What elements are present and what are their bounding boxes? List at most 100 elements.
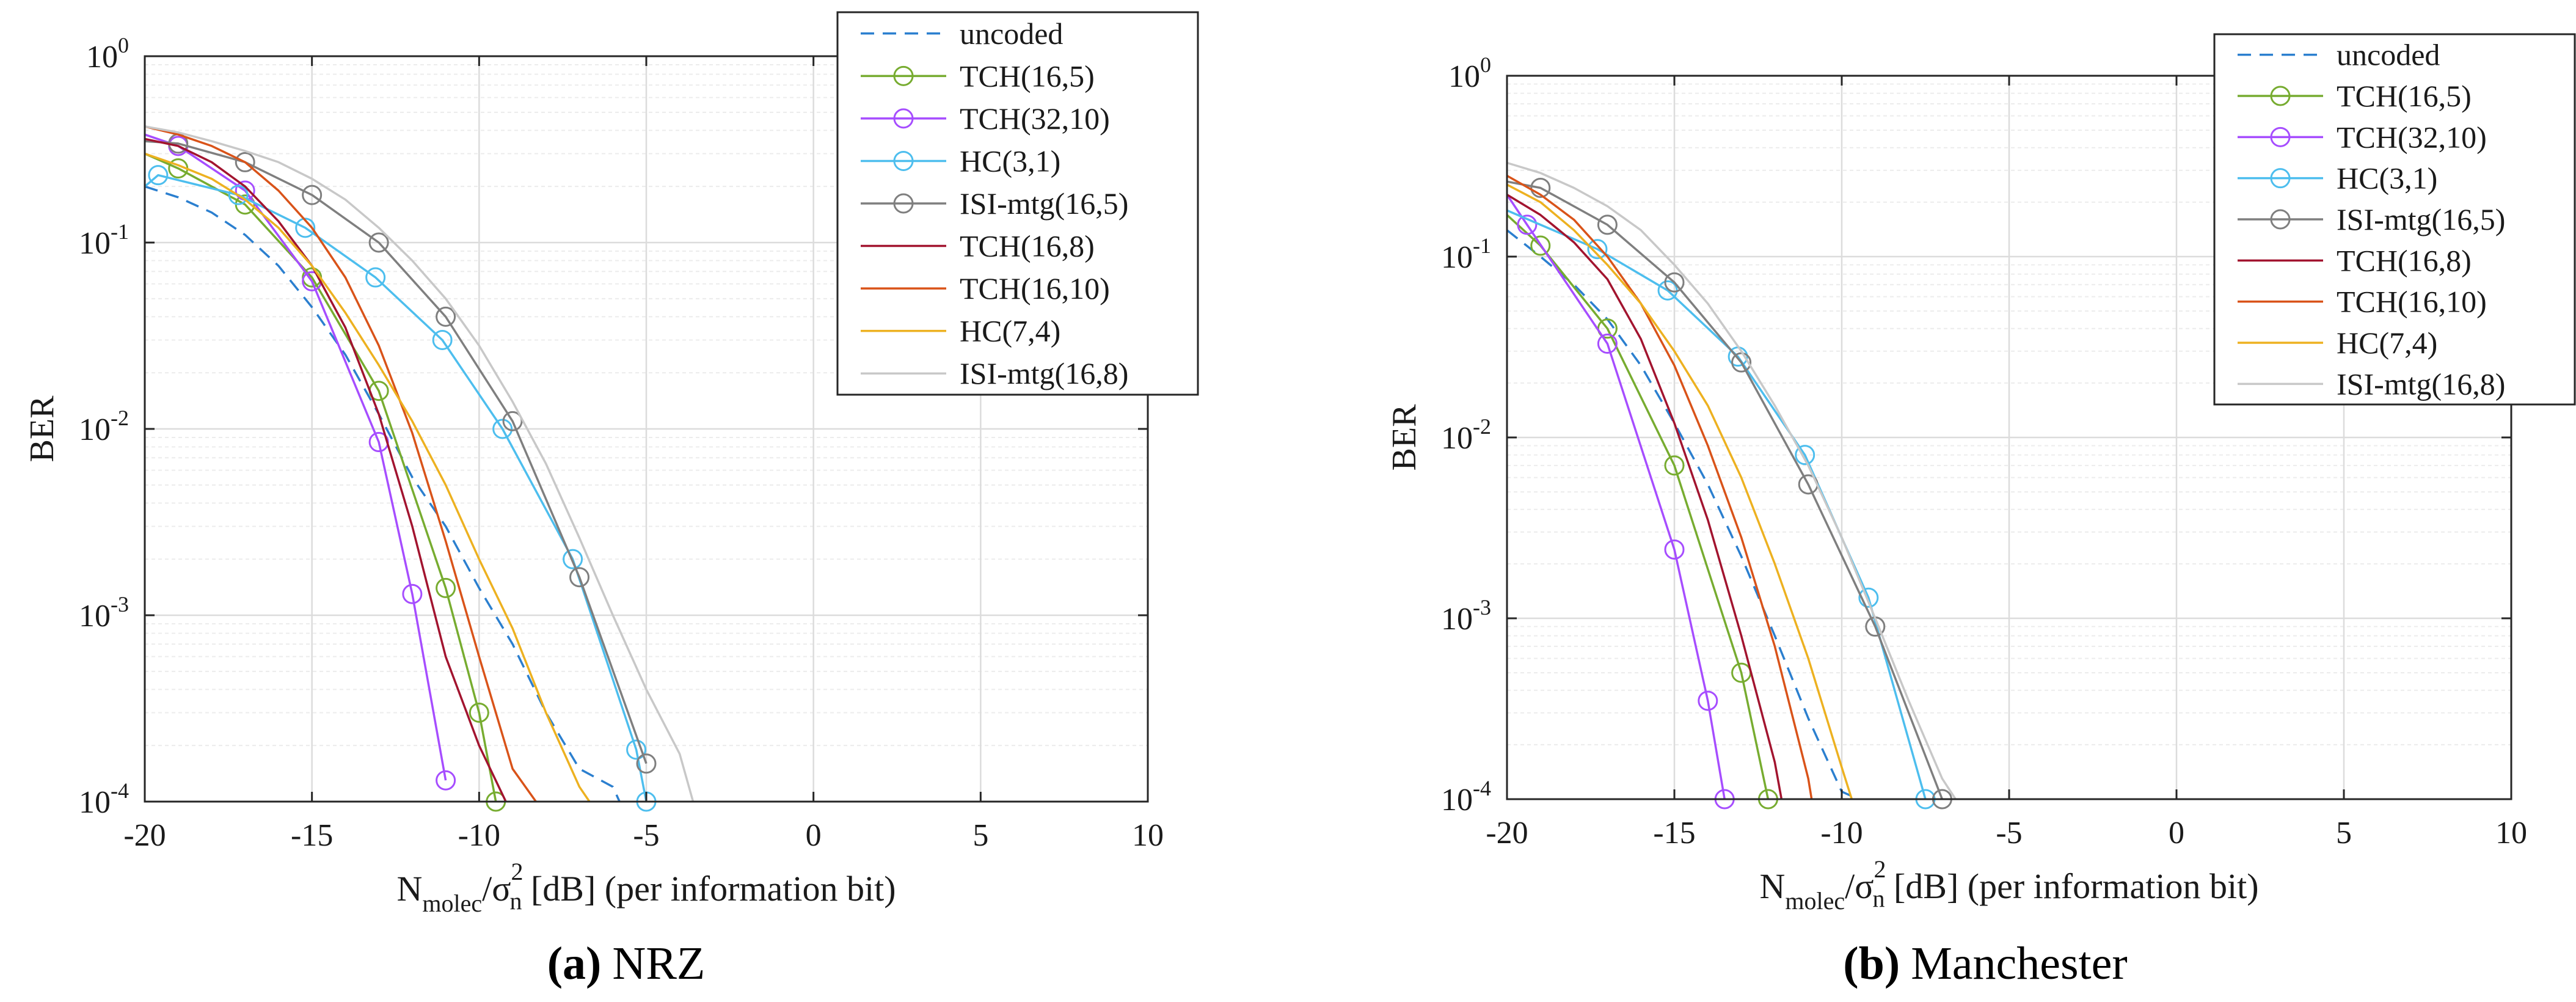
series-isi-mtg-16-5-point <box>1731 352 1752 373</box>
x-tick-label: 10 <box>1132 818 1164 853</box>
x-axis-label-mid: /σ <box>482 869 511 909</box>
legend-label: HC(7,4) <box>960 314 1060 348</box>
y-tick-base: 10 <box>1441 783 1473 817</box>
series-tch-16-5-point <box>1664 455 1685 476</box>
caption-b: (b) Manchester <box>1843 938 2127 989</box>
legend-label: ISI-mtg(16,5) <box>2337 202 2505 236</box>
x-axis-label-sup: 2 <box>511 858 523 885</box>
y-tick-base: 10 <box>1441 240 1473 275</box>
series-tch-16-5-point <box>469 702 489 723</box>
legend: uncoded TCH(16,5) TCH(32,10) HC(3,1) ISI-mtg… <box>836 11 1199 396</box>
x-axis-label-sub2: n <box>509 887 522 915</box>
x-tick-label: 0 <box>2169 816 2184 850</box>
x-tick-label: -5 <box>633 818 659 853</box>
series-group <box>144 125 695 812</box>
legend-label: TCH(16,10) <box>2337 285 2487 319</box>
series-hc-3-1-line <box>1506 209 1927 800</box>
series-isi-mtg-16-5-point <box>636 753 657 774</box>
series-uncoded-line <box>144 185 621 802</box>
legend-label: uncoded <box>960 16 1063 51</box>
x-tick-label: -20 <box>123 818 166 853</box>
series-tch-32-10-point <box>1698 690 1718 711</box>
y-tick-base: 10 <box>86 40 118 75</box>
legend-label: TCH(16,10) <box>960 271 1110 305</box>
y-tick-label: 10-3 <box>1441 595 1491 637</box>
y-tick-exponent: -4 <box>111 778 129 803</box>
x-axis-label-main: N <box>396 869 422 909</box>
x-tick-label: -10 <box>458 818 500 853</box>
series-isi-mtg-16-5-point <box>569 567 590 588</box>
series-hc-7-4-line <box>1506 183 1853 800</box>
caption-a-letter: (a) <box>547 938 602 989</box>
series-hc-3-1-line <box>144 174 648 802</box>
series-isi-mtg-16-5-point <box>1530 177 1551 198</box>
series-isi-mtg-16-5-point <box>1664 272 1685 293</box>
x-tick-label: 10 <box>2495 816 2527 850</box>
legend-label: uncoded <box>2337 38 2440 72</box>
series-hc-3-1-point <box>148 165 169 186</box>
y-tick-label: 100 <box>1448 53 1491 94</box>
x-tick-label: -15 <box>1653 816 1695 850</box>
series-isi-mtg-16-5-line <box>144 140 648 764</box>
series-hc-3-1-point <box>1587 239 1608 260</box>
legend-label: TCH(32,10) <box>2337 120 2487 154</box>
series-isi-mtg-16-5-line <box>1506 180 1944 800</box>
legend-label: TCH(16,5) <box>960 59 1095 93</box>
y-tick-exponent: -2 <box>111 406 129 430</box>
x-axis-label-mid: /σ <box>1845 866 1874 906</box>
series-tch-32-10-point <box>1664 539 1685 560</box>
y-tick-exponent: -2 <box>1473 414 1491 439</box>
y-axis-label: BER <box>1385 404 1423 471</box>
x-axis-label: Nmolec/σ2 n [dB] (per information bit) <box>1759 855 2258 915</box>
series-hc-3-1-point <box>563 549 583 569</box>
legend-label: ISI-mtg(16,5) <box>960 186 1128 221</box>
legend-swatch-marker <box>2270 209 2291 230</box>
y-tick-label: 10-4 <box>79 778 129 820</box>
y-tick-label: 10-2 <box>1441 414 1491 456</box>
series-hc-3-1-point <box>492 419 513 439</box>
y-tick-label: 10-3 <box>79 592 129 634</box>
caption-a-text: NRZ <box>612 938 705 989</box>
chart-panel-a: -20 -15 -10 -5 0 5 1010010-110-210-310-4BERNmo… <box>23 11 1199 917</box>
legend-swatch-marker <box>2270 126 2291 147</box>
series-isi-mtg-16-8-line <box>144 125 695 802</box>
series-isi-mtg-16-5-point <box>302 185 323 205</box>
y-tick-exponent: -3 <box>111 592 129 616</box>
series-isi-mtg-16-5-point <box>1597 214 1618 235</box>
legend-swatch-marker <box>893 65 914 86</box>
x-tick-label: -15 <box>291 818 333 853</box>
series-tch-32-10-point <box>402 583 423 604</box>
y-tick-exponent: 0 <box>1480 53 1491 77</box>
series-tch-32-10-line <box>1506 194 1726 800</box>
y-tick-label: 10-2 <box>79 406 129 447</box>
series-hc-3-1-point <box>1795 445 1815 466</box>
x-axis-label-sub2: n <box>1872 885 1885 912</box>
y-tick-exponent: -3 <box>1473 595 1491 620</box>
series-tch-16-10-line <box>144 125 537 803</box>
y-tick-exponent: -1 <box>111 219 129 244</box>
caption-b-text: Manchester <box>1911 938 2128 989</box>
series-hc-3-1-point <box>432 329 453 350</box>
legend-swatch-marker <box>893 150 914 171</box>
legend-label: ISI-mtg(16,8) <box>2337 367 2505 401</box>
series-isi-mtg-16-8-line <box>1506 161 1957 800</box>
series-hc-3-1-point <box>365 267 386 288</box>
series-tch-16-5-point <box>436 577 456 598</box>
y-tick-base: 10 <box>79 412 111 447</box>
caption-a: (a) NRZ <box>547 938 706 989</box>
legend-label: HC(7,4) <box>2337 326 2437 360</box>
legend-label: TCH(16,8) <box>2337 243 2472 277</box>
y-tick-label: 10-4 <box>1441 776 1491 817</box>
legend-swatch-marker <box>2270 86 2291 106</box>
x-tick-label: 5 <box>972 818 988 853</box>
x-tick-label: -5 <box>1996 816 2022 850</box>
y-axis-label: BER <box>23 395 61 463</box>
series-hc-3-1-point <box>295 218 316 238</box>
legend-label: HC(3,1) <box>960 144 1060 178</box>
y-tick-exponent: -1 <box>1473 233 1491 258</box>
series-tch-32-10-point <box>1597 334 1618 354</box>
legend: uncoded TCH(16,5) TCH(32,10) HC(3,1) ISI-mtg… <box>2213 33 2576 406</box>
series-isi-mtg-16-5-point <box>436 306 456 327</box>
caption-b-letter: (b) <box>1843 938 1900 989</box>
